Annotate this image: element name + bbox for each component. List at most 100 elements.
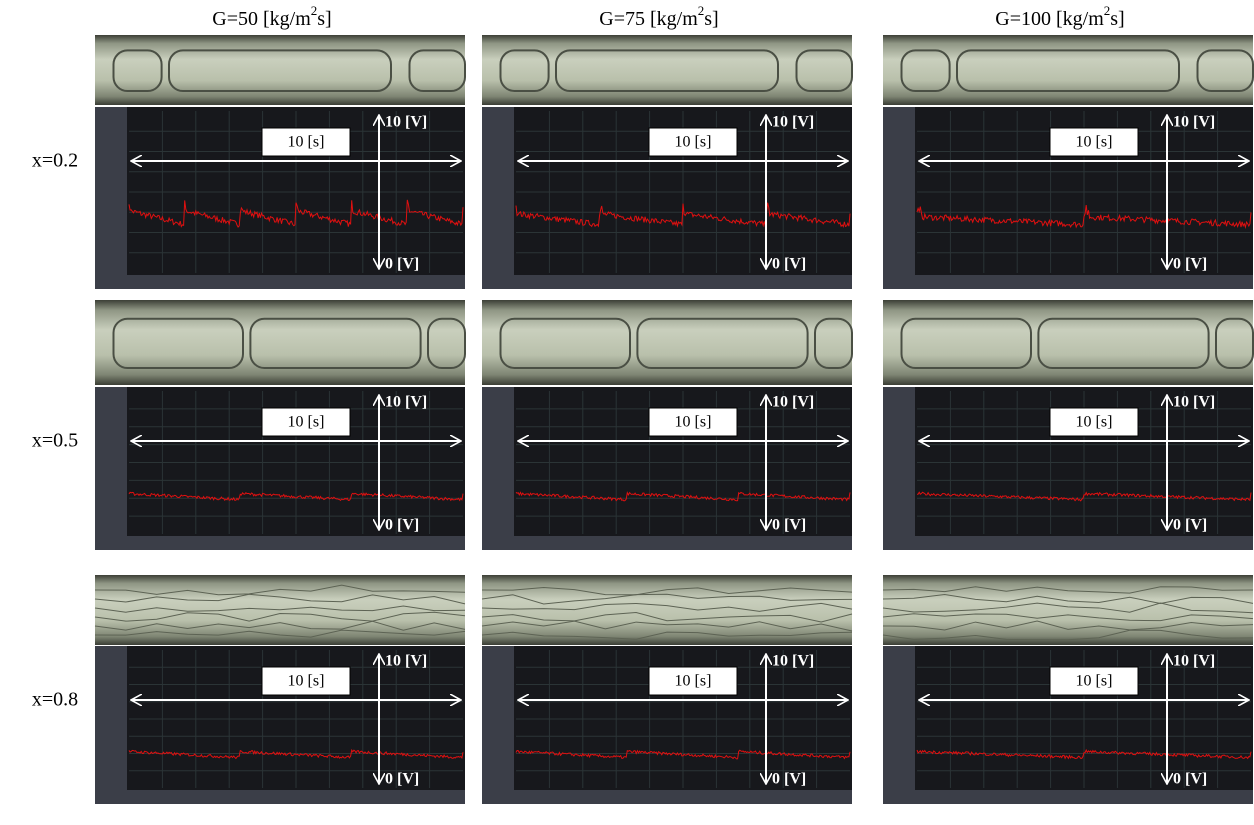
scope-bottom bbox=[883, 790, 1253, 804]
time-label: 10 [s] bbox=[288, 673, 325, 690]
vmax-label: 10 [V] bbox=[1173, 653, 1215, 670]
scope-bottom bbox=[95, 790, 465, 804]
film-wave bbox=[481, 587, 853, 596]
film-wave bbox=[882, 586, 1254, 594]
header-sup: 2 bbox=[1104, 3, 1111, 18]
bubble bbox=[795, 49, 853, 92]
film-wave bbox=[481, 611, 853, 623]
header-text: G=75 [kg/m bbox=[599, 8, 698, 30]
film-wave bbox=[481, 631, 853, 640]
time-label: 10 [s] bbox=[288, 414, 325, 431]
vmax-label: 10 [V] bbox=[385, 114, 427, 131]
vmin-label: 0 [V] bbox=[385, 256, 419, 273]
vmax-label: 10 [V] bbox=[772, 653, 814, 670]
scope-bottom bbox=[883, 275, 1253, 289]
bubble bbox=[499, 317, 631, 370]
time-box bbox=[261, 407, 351, 437]
scope-bottom bbox=[482, 275, 852, 289]
column-header: G=50 [kg/m2s] bbox=[212, 3, 331, 30]
bubble bbox=[249, 317, 422, 370]
scope-side bbox=[95, 646, 127, 804]
tube-photo bbox=[95, 35, 465, 105]
header-text: s] bbox=[317, 8, 331, 30]
time-box bbox=[648, 666, 738, 696]
bubble bbox=[900, 49, 951, 92]
bubble bbox=[427, 317, 466, 370]
vmin-label: 0 [V] bbox=[772, 771, 806, 788]
time-label: 10 [s] bbox=[288, 134, 325, 151]
column-header: G=100 [kg/m2s] bbox=[995, 3, 1124, 30]
scope-bottom bbox=[482, 536, 852, 550]
scope-side bbox=[883, 107, 915, 289]
time-box bbox=[261, 127, 351, 157]
film-wave bbox=[882, 594, 1254, 604]
film-wave bbox=[882, 602, 1254, 614]
time-box bbox=[1049, 666, 1139, 696]
time-box bbox=[648, 127, 738, 157]
time-label: 10 [s] bbox=[1076, 414, 1113, 431]
scope-bottom bbox=[883, 536, 1253, 550]
header-text: G=50 [kg/m bbox=[212, 8, 311, 30]
time-box bbox=[648, 407, 738, 437]
tube-photo bbox=[883, 35, 1253, 105]
time-box bbox=[261, 666, 351, 696]
vmax-label: 10 [V] bbox=[385, 394, 427, 411]
bubble bbox=[900, 317, 1032, 370]
column-header: G=75 [kg/m2s] bbox=[599, 3, 718, 30]
bubble bbox=[1196, 49, 1254, 92]
header-text: G=100 [kg/m bbox=[995, 8, 1104, 30]
tube-photo bbox=[883, 575, 1253, 645]
header-text: s] bbox=[1110, 8, 1124, 30]
scope-bottom bbox=[95, 536, 465, 550]
bubble bbox=[112, 317, 244, 370]
time-box bbox=[1049, 407, 1139, 437]
signal-trace bbox=[515, 491, 851, 502]
bubble bbox=[956, 49, 1180, 92]
tube-photo bbox=[482, 300, 852, 385]
bubble bbox=[814, 317, 853, 370]
signal-trace bbox=[917, 491, 1252, 502]
film-wave bbox=[882, 620, 1254, 631]
signal-trace bbox=[515, 202, 851, 228]
film-wave bbox=[94, 620, 466, 631]
film-wave bbox=[94, 629, 466, 638]
scope-side bbox=[95, 107, 127, 289]
signal-trace bbox=[128, 748, 464, 760]
film-wave bbox=[94, 584, 466, 596]
signal-trace bbox=[128, 491, 464, 502]
signal-trace bbox=[515, 749, 851, 760]
time-box bbox=[1049, 127, 1139, 157]
vmin-label: 0 [V] bbox=[385, 771, 419, 788]
time-label: 10 [s] bbox=[675, 134, 712, 151]
time-label: 10 [s] bbox=[675, 673, 712, 690]
vmin-label: 0 [V] bbox=[385, 517, 419, 534]
film-wave bbox=[481, 593, 853, 605]
vmax-label: 10 [V] bbox=[1173, 394, 1215, 411]
film-wave bbox=[94, 605, 466, 613]
film-wave bbox=[481, 620, 853, 632]
scope-side bbox=[883, 646, 915, 804]
vmin-label: 0 [V] bbox=[1173, 771, 1207, 788]
row-label: x=0.2 bbox=[32, 150, 78, 172]
tube-photo bbox=[482, 575, 852, 645]
scope-bottom bbox=[95, 275, 465, 289]
bubble bbox=[1215, 317, 1254, 370]
film-wave bbox=[94, 611, 466, 622]
film-wave bbox=[481, 602, 853, 612]
scope-side bbox=[482, 387, 514, 550]
scope-side bbox=[95, 387, 127, 550]
bubble bbox=[636, 317, 809, 370]
signal-trace bbox=[916, 205, 1252, 230]
tube-photo bbox=[95, 300, 465, 385]
header-sup: 2 bbox=[311, 3, 318, 18]
bubble bbox=[408, 49, 466, 92]
time-label: 10 [s] bbox=[1076, 134, 1113, 151]
time-label: 10 [s] bbox=[1076, 673, 1113, 690]
film-wave bbox=[94, 593, 466, 605]
film-wave bbox=[882, 629, 1254, 641]
time-label: 10 [s] bbox=[675, 414, 712, 431]
vmin-label: 0 [V] bbox=[1173, 256, 1207, 273]
vmin-label: 0 [V] bbox=[772, 517, 806, 534]
